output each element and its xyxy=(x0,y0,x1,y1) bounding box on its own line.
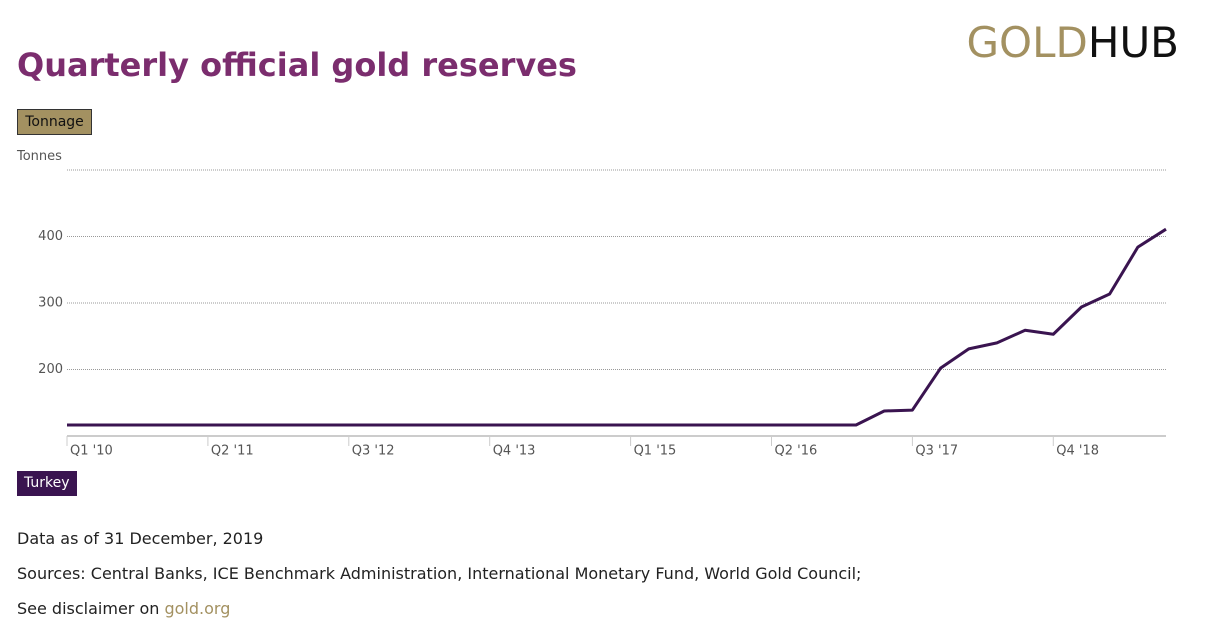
x-tick-label: Q4 '18 xyxy=(1056,444,1099,459)
sources: Sources: Central Banks, ICE Benchmark Ad… xyxy=(17,564,862,583)
x-tick-label: Q1 '10 xyxy=(70,444,113,459)
chart-title: Quarterly official gold reserves xyxy=(17,46,577,84)
x-tick-label: Q1 '15 xyxy=(634,444,677,459)
y-tick-label: 200 xyxy=(38,362,63,377)
x-tick-label: Q2 '16 xyxy=(774,444,817,459)
series-line xyxy=(67,227,1167,427)
legend-item[interactable]: Turkey xyxy=(17,471,77,496)
y-axis-label: Tonnes xyxy=(17,149,62,164)
logo-gold: GOLD xyxy=(966,18,1088,67)
data-date: Data as of 31 December, 2019 xyxy=(17,529,264,548)
disclaimer: See disclaimer on gold.org xyxy=(17,599,230,618)
y-tick-label: 400 xyxy=(38,229,63,244)
x-tick-label: Q3 '17 xyxy=(915,444,958,459)
logo: GOLDHUB xyxy=(967,18,1180,67)
x-tick-label: Q3 '12 xyxy=(352,444,395,459)
measure-button[interactable]: Tonnage xyxy=(17,109,92,135)
y-tick-label: 300 xyxy=(38,296,63,311)
chart: 200 300 400 Q1 '10 Q2 '11 Q3 '12 Q4 '13 Q1 '15 Q… xyxy=(38,169,1167,459)
disclaimer-text: See disclaimer on xyxy=(17,599,160,618)
x-tick-label: Q2 '11 xyxy=(211,444,254,459)
x-tick-label: Q4 '13 xyxy=(493,444,536,459)
logo-hub: HUB xyxy=(1087,18,1179,67)
link[interactable]: gold.org xyxy=(164,599,231,618)
